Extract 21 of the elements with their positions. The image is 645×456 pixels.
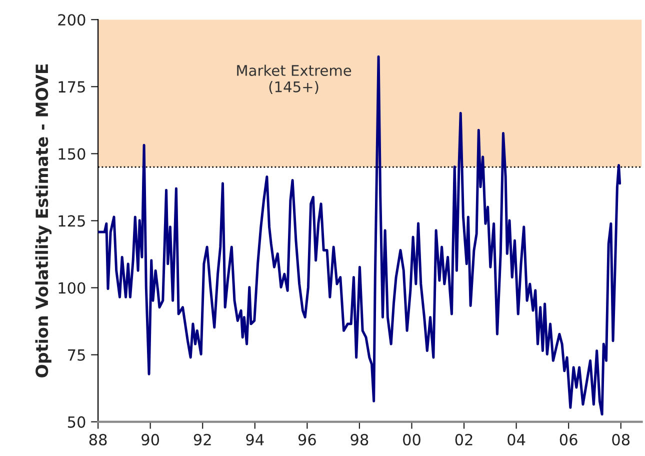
x-tick-label: 90 <box>142 434 160 446</box>
y-axis-title: Option Volatility Estimate - MOVE <box>35 64 52 378</box>
x-tick-label: 94 <box>246 434 264 446</box>
x-tick-label: 96 <box>298 434 316 446</box>
x-tick-label: 04 <box>508 434 526 446</box>
x-tick-label: 02 <box>455 434 472 446</box>
band-label: Market Extreme (145+) <box>237 64 352 94</box>
x-tick-label: 08 <box>612 434 630 446</box>
y-tick-label: 75 <box>68 349 85 361</box>
x-tick-label: 06 <box>560 434 578 446</box>
x-tick-label: 92 <box>194 434 211 446</box>
y-tick-label: 100 <box>58 282 86 294</box>
y-tick-label: 175 <box>58 81 85 93</box>
line-series <box>98 55 622 416</box>
y-tick-label: 200 <box>58 14 86 26</box>
x-tick-label: 00 <box>403 434 420 446</box>
x-tick-label: 98 <box>350 434 368 446</box>
x-tick-label: 88 <box>89 434 107 446</box>
y-tick-label: 150 <box>58 148 86 160</box>
y-tick-label: 50 <box>68 416 86 428</box>
y-tick-label: 125 <box>58 215 85 227</box>
